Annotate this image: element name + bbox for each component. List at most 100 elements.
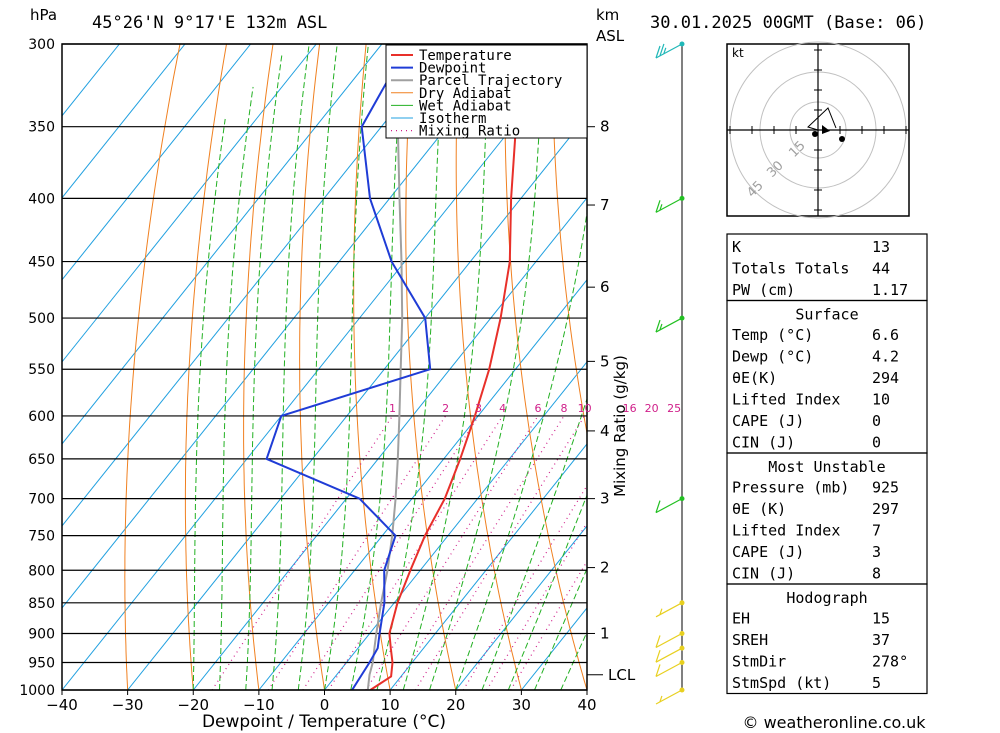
most_unstable-row-value: 925: [872, 479, 899, 497]
hodograph-row-value: 5: [872, 674, 881, 692]
axes: 3003504004505005506006507007508008509009…: [19, 37, 635, 714]
wind-barb-flag: [655, 500, 661, 513]
km-tick-label: 1: [600, 624, 610, 642]
surface-row-label: CIN (J): [732, 434, 795, 452]
dry-adiabat-line: [184, 44, 227, 690]
wet-adiabat-line: [192, 118, 226, 690]
isotherm-line: [62, 44, 580, 690]
isotherm-line: [62, 44, 448, 527]
pressure-tick-label: 600: [28, 409, 55, 425]
isotherm-line: [324, 361, 587, 690]
mixing-ratio-axis-label: Mixing Ratio (g/kg): [611, 355, 629, 497]
wind-barb-half-flag: [659, 323, 663, 331]
wind-barb: [655, 602, 683, 618]
hodograph-storm-motion: [812, 131, 818, 137]
wind-barb-staff: [655, 498, 683, 514]
general-label: Totals Totals: [732, 260, 849, 278]
km-label: km: [596, 6, 619, 24]
pressure-tick-label: 550: [28, 362, 55, 378]
surface-row-value: 0: [872, 434, 881, 452]
isotherm-line: [62, 44, 252, 281]
surface-row-value: 4.2: [872, 348, 899, 366]
wind-barb-staff: [655, 632, 683, 648]
mixing-ratio-line: [211, 415, 394, 690]
wind-barb-staff: [655, 661, 683, 678]
most_unstable-row-label: Pressure (mb): [732, 479, 849, 497]
wind-barb-half-flag: [659, 204, 663, 211]
mixing-ratio-label: 3: [475, 402, 482, 415]
mixing-ratio-label: 4: [499, 402, 506, 415]
legend-box: [385, 44, 588, 139]
wind-barbs: [655, 41, 685, 705]
legend-label: Mixing Ratio: [419, 124, 520, 140]
pressure-tick-label: 350: [28, 120, 55, 136]
surface-row-label: Lifted Index: [732, 391, 840, 409]
wind-barb-flag: [655, 319, 661, 333]
legend-label: Dry Adiabat: [419, 86, 512, 102]
pressure-tick-label: 700: [28, 492, 55, 508]
wind-barb: [655, 197, 683, 213]
wet-adiabat-line: [324, 44, 369, 690]
km-tick-label: 5: [600, 352, 610, 370]
mixing-ratio-line: [327, 415, 504, 690]
plot-frame: [61, 43, 588, 691]
pressure-tick-label: 1000: [19, 683, 55, 699]
wind-barb-flag: [655, 635, 661, 648]
dry-adiabat-line: [971, 44, 1000, 690]
hodograph-row-label: EH: [732, 610, 750, 628]
wind-barb: [655, 632, 683, 648]
mixing-ratio-label: 2: [442, 402, 449, 415]
x-tick-label: 10: [381, 696, 400, 714]
x-tick-label: 40: [577, 696, 596, 714]
general-value: 44: [872, 260, 890, 278]
pressure-tick-label: 850: [28, 596, 55, 612]
x-tick-label: −30: [112, 696, 144, 714]
isotherm-line: [127, 114, 587, 690]
km-tick-label: 2: [600, 559, 610, 577]
wind-barb-flag: [655, 200, 661, 213]
lcl-label: LCL: [608, 666, 636, 684]
copyright: © weatheronline.co.uk: [743, 713, 927, 732]
hodograph-unit: kt: [732, 46, 744, 60]
isotherm-line: [62, 44, 514, 609]
legend-label: Wet Adiabat: [419, 98, 512, 114]
surface-row-label: Temp (°C): [732, 326, 813, 344]
mixing-ratio-line: [510, 560, 587, 690]
wet-adiabat-line: [271, 44, 310, 690]
wind-barb: [655, 689, 683, 705]
most_unstable-row-value: 3: [872, 543, 881, 561]
pressure-tick-label: 650: [28, 452, 55, 468]
hodograph-row-label: StmSpd (kt): [732, 674, 831, 692]
wind-barb-half-flag: [663, 47, 667, 54]
wind-barb-flag: [655, 649, 661, 663]
wind-barb-flag: [659, 43, 665, 57]
wet-adiabat-line: [245, 52, 283, 690]
surface-title: Surface: [795, 306, 858, 324]
isotherm-line: [192, 197, 587, 690]
isobars: [62, 43, 587, 691]
km-tick-label: 7: [600, 196, 610, 214]
pressure-tick-label: 900: [28, 626, 55, 642]
surface-row-label: Dewp (°C): [732, 348, 813, 366]
legend-label: Parcel Trajectory: [419, 73, 562, 89]
pressure-tick-label: 800: [28, 563, 55, 579]
wet-adiabat-line: [455, 209, 587, 690]
wind-barb-flag: [655, 45, 661, 59]
most_unstable-row-label: CAPE (J): [732, 543, 804, 561]
most_unstable-row-value: 297: [872, 500, 899, 518]
most_unstable-title: Most Unstable: [768, 458, 885, 476]
hodograph-row-value: 37: [872, 631, 890, 649]
x-tick-label: 30: [512, 696, 531, 714]
general-label: PW (cm): [732, 281, 795, 299]
km-tick-label: 3: [600, 490, 610, 508]
x-tick-label: −40: [46, 696, 78, 714]
hodograph-point: [839, 136, 845, 142]
wet-adiabat-line: [350, 44, 404, 690]
dry-adiabat-line: [243, 44, 274, 690]
indices-hodograph-box: [726, 583, 928, 695]
legend-label: Isotherm: [419, 111, 486, 127]
pressure-tick-label: 400: [28, 191, 55, 207]
wet-adiabat-line: [297, 44, 338, 690]
profiles: [265, 44, 521, 690]
legend-label: Dewpoint: [419, 61, 486, 77]
